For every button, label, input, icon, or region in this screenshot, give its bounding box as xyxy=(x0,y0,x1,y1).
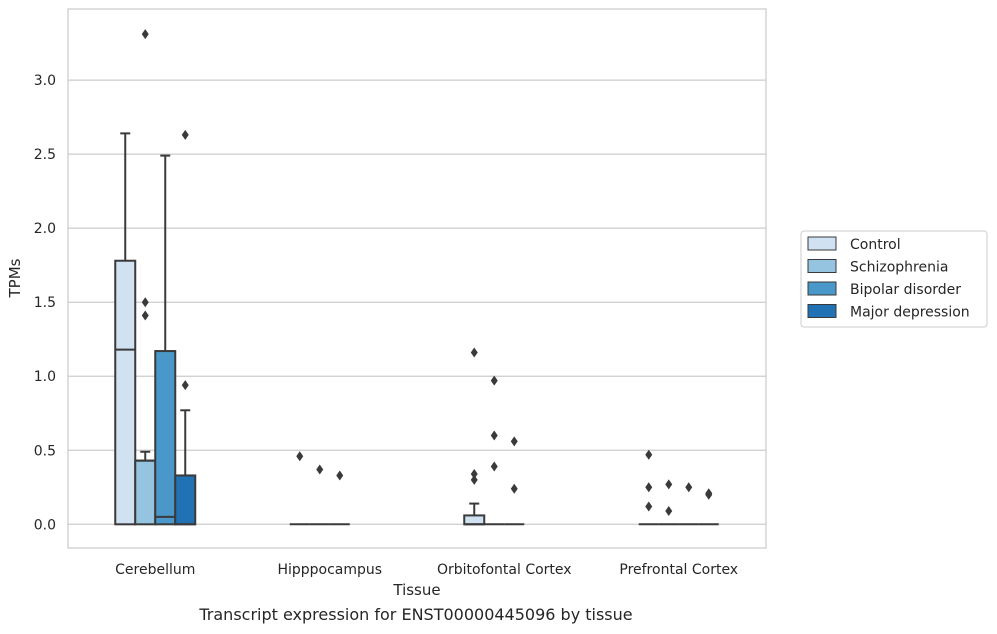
legend-frame xyxy=(800,230,988,328)
legend-label: Control xyxy=(850,237,901,253)
legend-label: Schizophrenia xyxy=(850,260,948,276)
outlier-point xyxy=(316,464,324,475)
outlier-point xyxy=(645,501,653,512)
box-1-3 xyxy=(658,479,679,526)
box-0-3 xyxy=(638,449,659,526)
outlier-point xyxy=(470,468,478,479)
box-body xyxy=(174,474,197,526)
outlier-point xyxy=(490,461,498,472)
x-tick-label: Orbitofontal Cortex xyxy=(437,562,572,578)
y-tick-label: 0.5 xyxy=(34,443,56,459)
box-body xyxy=(154,350,177,526)
outlier-point xyxy=(705,488,713,499)
box-0-0 xyxy=(114,132,137,526)
x-tick-label: Cerebellum xyxy=(115,562,195,578)
box-1-2 xyxy=(484,375,505,526)
box-2-3 xyxy=(678,482,699,526)
box-body xyxy=(114,259,137,526)
y-tick-label: 2.5 xyxy=(34,147,56,163)
outlier-point xyxy=(336,470,344,481)
outlier-point xyxy=(665,479,673,490)
legend-swatch xyxy=(807,281,837,296)
box-0-2 xyxy=(463,347,486,526)
x-axis-ticks: Cerebellum Hipppocampus Orbitofontal Corte… xyxy=(115,562,738,578)
y-axis-ticks: 0.0 0.5 1.0 1.5 2.0 2.5 3.0 xyxy=(34,73,56,533)
outlier-point xyxy=(296,451,304,462)
box-2-1 xyxy=(329,470,350,526)
outlier-point xyxy=(510,436,518,447)
outlier-point xyxy=(141,297,149,308)
legend-swatch xyxy=(807,259,837,273)
outlier-point xyxy=(510,483,518,494)
box-3-0 xyxy=(174,129,197,526)
legend-label: Bipolar disorder xyxy=(850,282,961,298)
outlier-point xyxy=(685,482,693,493)
y-axis-label: TPMs xyxy=(6,258,24,298)
outlier-point xyxy=(470,474,478,485)
y-tick-label: 1.0 xyxy=(34,369,56,385)
box-1-0 xyxy=(134,29,157,526)
outlier-point xyxy=(645,449,653,460)
box-2-2 xyxy=(504,436,525,526)
outlier-point xyxy=(490,430,498,441)
outlier-point xyxy=(181,380,189,391)
legend-swatch xyxy=(807,304,837,318)
box-3-3 xyxy=(698,488,719,526)
y-tick-label: 2.0 xyxy=(34,221,56,237)
box-2-0 xyxy=(154,154,177,526)
outlier-point xyxy=(141,29,149,40)
x-axis-label: Tissue xyxy=(392,581,440,599)
legend-label: Major depression xyxy=(850,305,970,321)
box-0-1 xyxy=(289,451,310,526)
box-body xyxy=(134,459,157,526)
y-tick-label: 0.0 xyxy=(34,517,56,533)
x-tick-label: Prefrontal Cortex xyxy=(619,562,738,578)
outlier-point xyxy=(181,129,189,140)
box-groups xyxy=(114,29,719,526)
legend-swatch xyxy=(807,236,837,251)
outlier-point xyxy=(470,347,478,358)
outlier-point xyxy=(490,375,498,386)
outlier-point xyxy=(141,310,149,321)
chart-caption: Transcript expression for ENST0000044509… xyxy=(199,605,633,624)
y-tick-label: 1.5 xyxy=(34,295,56,311)
plot-area-frame xyxy=(67,8,767,549)
outlier-point xyxy=(665,505,673,516)
box-body xyxy=(463,514,486,526)
outlier-point xyxy=(645,482,653,493)
x-tick-label: Hipppocampus xyxy=(277,562,382,578)
legend: Control Schizophrenia Bipolar disorder Majo… xyxy=(800,230,988,328)
box-1-1 xyxy=(309,464,330,526)
y-tick-label: 3.0 xyxy=(34,73,56,89)
